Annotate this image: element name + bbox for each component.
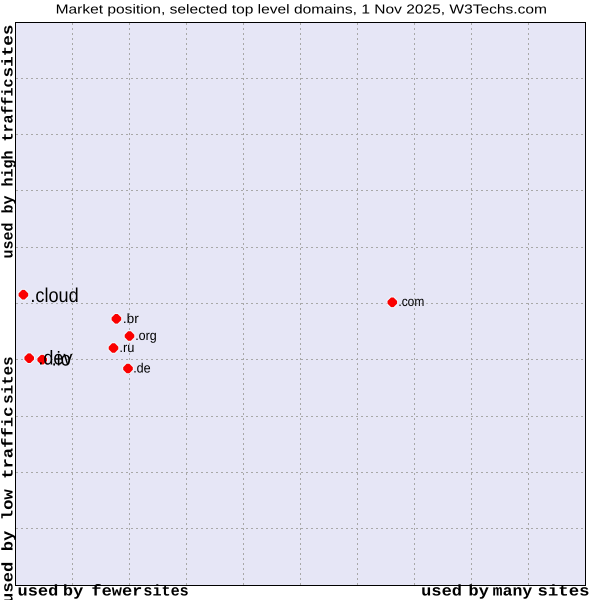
- svg-text:.ru: .ru: [119, 340, 134, 355]
- svg-text:.io: .io: [52, 348, 71, 370]
- svg-text:used: used: [18, 583, 59, 600]
- svg-text:used by high traffic: used by high traffic: [0, 79, 17, 259]
- svg-text:.cloud: .cloud: [30, 285, 78, 307]
- svg-text:.org: .org: [135, 328, 157, 343]
- svg-text:used by low traffic: used by low traffic: [0, 407, 17, 600]
- svg-text:.br: .br: [123, 311, 139, 326]
- svg-text:fewer: fewer: [91, 583, 142, 600]
- svg-text:used: used: [421, 583, 462, 600]
- svg-text:by: by: [468, 583, 489, 600]
- svg-text:sites: sites: [0, 25, 17, 78]
- svg-text:sites: sites: [538, 583, 590, 600]
- svg-text:.com: .com: [398, 294, 424, 309]
- svg-text:sites: sites: [143, 583, 188, 600]
- svg-text:.de: .de: [133, 361, 151, 376]
- svg-text:by: by: [63, 583, 83, 600]
- svg-text:.dev: .dev: [38, 347, 72, 369]
- svg-text:Market position, selected top: Market position, selected top level doma…: [56, 2, 547, 17]
- svg-text:many: many: [493, 583, 533, 600]
- svg-text:sites: sites: [0, 356, 17, 404]
